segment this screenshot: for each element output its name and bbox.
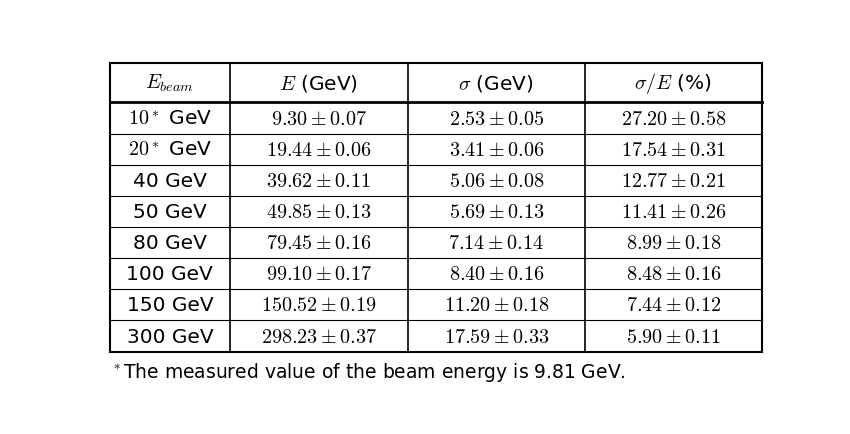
Text: $E_{beam}$: $E_{beam}$ [145, 73, 195, 94]
Text: 300 GeV: 300 GeV [127, 327, 213, 346]
Text: $^*$The measured value of the beam energy is 9.81 GeV.: $^*$The measured value of the beam energ… [110, 360, 626, 383]
Text: $E$ (GeV): $E$ (GeV) [280, 73, 359, 94]
Text: $20^*$ GeV: $20^*$ GeV [128, 140, 212, 159]
Text: $79.45 \pm 0.16$: $79.45 \pm 0.16$ [266, 233, 371, 253]
Text: $39.62 \pm 0.11$: $39.62 \pm 0.11$ [267, 171, 371, 191]
Text: $298.23 \pm 0.37$: $298.23 \pm 0.37$ [261, 327, 377, 346]
Text: $3.41 \pm 0.06$: $3.41 \pm 0.06$ [449, 140, 544, 159]
Text: $99.10 \pm 0.17$: $99.10 \pm 0.17$ [266, 265, 372, 284]
Text: $17.59 \pm 0.33$: $17.59 \pm 0.33$ [444, 327, 549, 346]
Text: $5.06 \pm 0.08$: $5.06 \pm 0.08$ [449, 171, 544, 191]
Text: 40 GeV: 40 GeV [133, 171, 207, 191]
Text: $11.41 \pm 0.26$: $11.41 \pm 0.26$ [620, 203, 726, 221]
Text: $12.77 \pm 0.21$: $12.77 \pm 0.21$ [621, 171, 726, 191]
Text: $5.90 \pm 0.11$: $5.90 \pm 0.11$ [626, 327, 721, 346]
Text: $\sigma/E$ (%): $\sigma/E$ (%) [634, 71, 712, 96]
Text: $8.99 \pm 0.18$: $8.99 \pm 0.18$ [626, 233, 721, 253]
Text: $\sigma$ (GeV): $\sigma$ (GeV) [458, 73, 534, 94]
Text: $5.69 \pm 0.13$: $5.69 \pm 0.13$ [449, 203, 544, 221]
Text: $9.30 \pm 0.07$: $9.30 \pm 0.07$ [271, 109, 367, 128]
Text: $19.44 \pm 0.06$: $19.44 \pm 0.06$ [266, 140, 371, 159]
Text: $8.40 \pm 0.16$: $8.40 \pm 0.16$ [449, 265, 544, 284]
Text: 50 GeV: 50 GeV [133, 203, 207, 221]
Text: $2.53 \pm 0.05$: $2.53 \pm 0.05$ [449, 109, 544, 128]
Text: 80 GeV: 80 GeV [133, 233, 207, 253]
Text: $7.14 \pm 0.14$: $7.14 \pm 0.14$ [449, 233, 544, 253]
Text: $17.54 \pm 0.31$: $17.54 \pm 0.31$ [621, 140, 726, 159]
Text: $10^*$ GeV: $10^*$ GeV [128, 109, 212, 128]
Text: $49.85 \pm 0.13$: $49.85 \pm 0.13$ [266, 203, 371, 221]
Text: $7.44 \pm 0.12$: $7.44 \pm 0.12$ [626, 296, 721, 315]
Text: 150 GeV: 150 GeV [127, 296, 213, 315]
Text: 100 GeV: 100 GeV [127, 265, 213, 284]
Text: $27.20 \pm 0.58$: $27.20 \pm 0.58$ [620, 109, 726, 128]
Bar [110, 64, 762, 352]
Text: $150.52 \pm 0.19$: $150.52 \pm 0.19$ [261, 296, 377, 315]
Text: $11.20 \pm 0.18$: $11.20 \pm 0.18$ [444, 296, 549, 315]
Text: $8.48 \pm 0.16$: $8.48 \pm 0.16$ [626, 265, 721, 284]
